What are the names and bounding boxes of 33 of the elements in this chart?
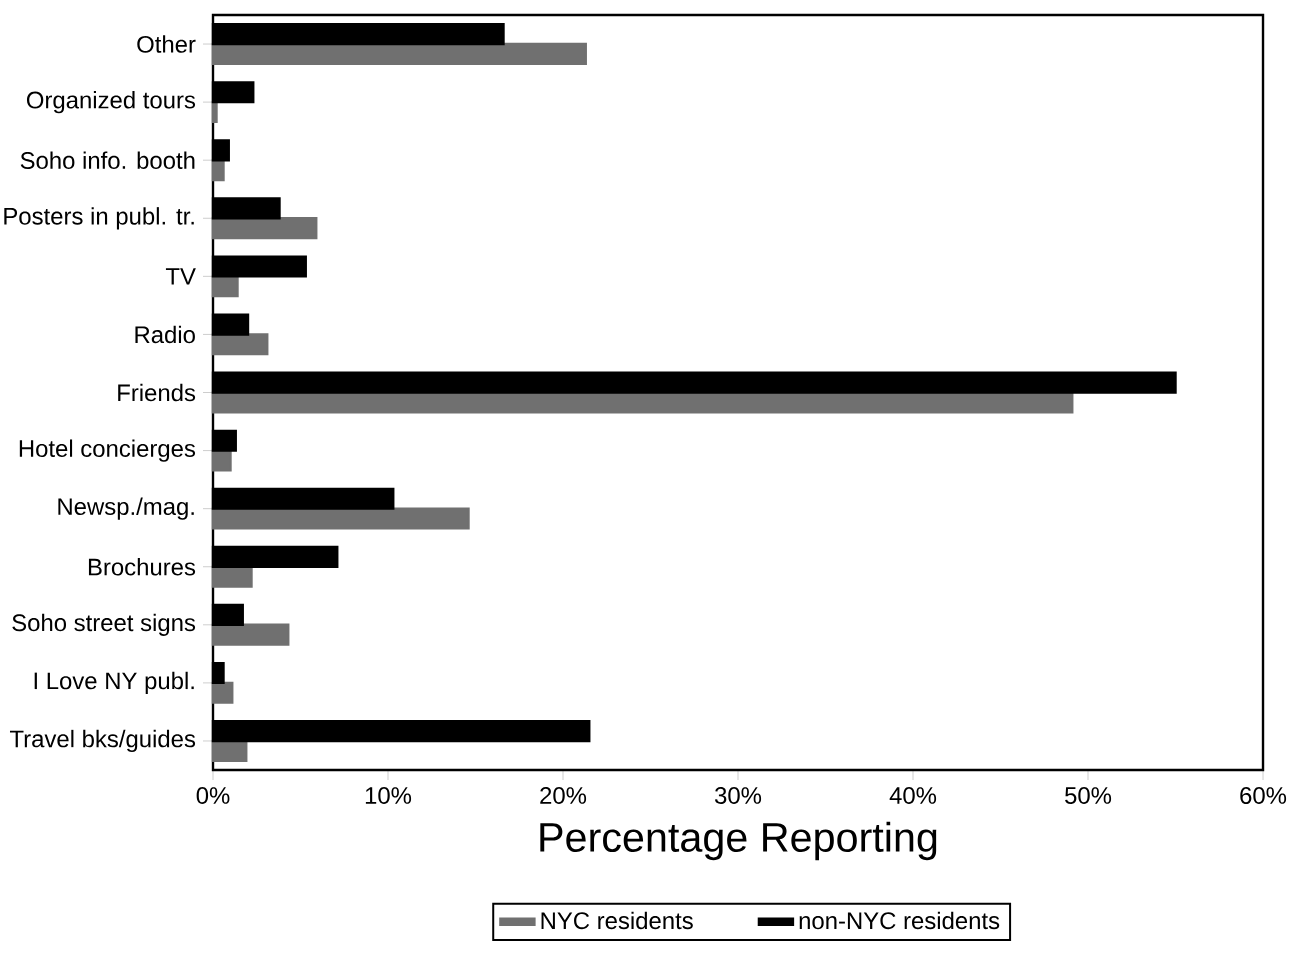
legend-label: NYC residents: [541, 911, 693, 930]
y-tick-label: Organized tours: [26, 90, 196, 114]
y-tick-label: Travel bks/guides: [9, 729, 196, 753]
y-tick-label: Radio: [135, 325, 195, 344]
bar: [211, 217, 318, 240]
y-tick-label: TV: [165, 268, 196, 285]
x-tick-label: 50%: [1065, 787, 1112, 804]
y-tick-label: Hotel concierges: [19, 439, 196, 462]
bar: [211, 333, 269, 356]
y-tick-label: I Love NY publ.: [34, 671, 194, 695]
bar: [211, 507, 470, 530]
x-tick-label: 10%: [365, 787, 412, 804]
y-tick-label: Soho info. booth: [20, 151, 195, 169]
x-tick-label: 30%: [714, 787, 762, 804]
bar: [211, 100, 218, 124]
legend-label: non-NYC residents: [799, 911, 1000, 930]
y-tick-label: Newsp./mag.: [58, 497, 194, 520]
x-axis-title: Percentage Reporting: [540, 821, 937, 861]
bar: [211, 159, 225, 182]
y-tick-label: Friends: [118, 383, 196, 402]
x-tick-label: 60%: [1240, 787, 1287, 804]
bar: [211, 681, 234, 704]
x-tick-label: 0%: [196, 787, 230, 804]
x-tick-label: 40%: [889, 787, 937, 804]
bar: [211, 449, 232, 472]
y-tick-label: Posters in publ. tr.: [4, 207, 194, 230]
bar: [211, 565, 253, 588]
y-tick-label: Brochures: [88, 557, 196, 576]
y-tick-label: Soho street signs: [12, 613, 196, 636]
y-tick-label: Other: [137, 35, 196, 53]
bar: [211, 623, 290, 646]
x-tick-label: 20%: [540, 787, 587, 804]
bar: [211, 42, 587, 65]
